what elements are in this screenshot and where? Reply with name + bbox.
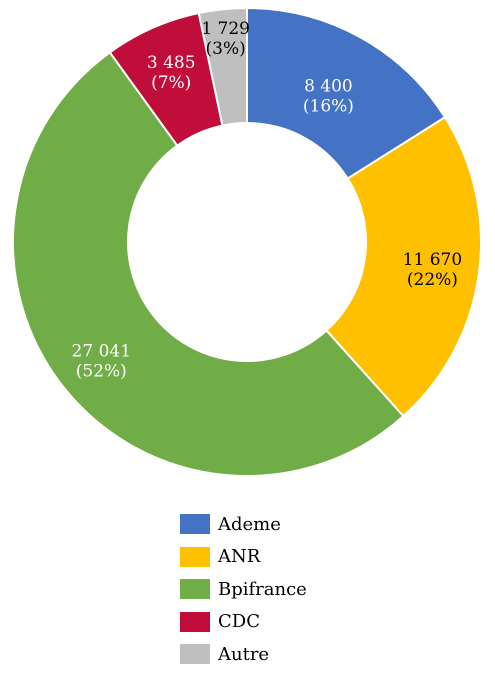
legend-item-anr: ANR: [180, 541, 307, 574]
legend: Ademe ANR Bpifrance CDC Autre: [180, 508, 307, 671]
value-label-autre: 1 729: [201, 19, 250, 39]
legend-label-bpifrance: Bpifrance: [218, 578, 307, 600]
legend-label-ademe: Ademe: [218, 513, 281, 535]
legend-label-cdc: CDC: [218, 611, 260, 633]
legend-swatch-cdc: [180, 611, 210, 632]
percent-label-ademe: (16%): [303, 96, 354, 116]
legend-swatch-ademe: [180, 514, 210, 535]
value-label-cdc: 3 485: [147, 53, 196, 73]
slice-anr: [325, 115, 482, 418]
donut-chart: 8 400(16%) 11 670(22%) 27 041(52%) 3 485(7%…: [12, 6, 482, 477]
percent-label-autre: (3%): [206, 39, 246, 59]
legend-item-autre: Autre: [180, 638, 307, 671]
legend-item-cdc: CDC: [180, 606, 307, 639]
value-label-anr: 11 670: [403, 250, 462, 270]
value-label-ademe: 8 400: [304, 76, 353, 96]
slice-ademe: [246, 6, 447, 180]
percent-label-cdc: (7%): [151, 73, 191, 93]
legend-label-anr: ANR: [218, 546, 261, 568]
legend-item-ademe: Ademe: [180, 508, 307, 541]
slice-autre: [197, 6, 248, 127]
percent-label-bpifrance: (52%): [76, 362, 127, 382]
legend-swatch-anr: [180, 546, 210, 567]
slice-bpifrance: [12, 50, 405, 477]
percent-label-anr: (22%): [407, 270, 458, 290]
legend-label-autre: Autre: [218, 643, 270, 665]
legend-swatch-bpifrance: [180, 579, 210, 600]
legend-item-bpifrance: Bpifrance: [180, 573, 307, 606]
value-label-bpifrance: 27 041: [72, 342, 131, 362]
legend-swatch-autre: [180, 644, 210, 665]
